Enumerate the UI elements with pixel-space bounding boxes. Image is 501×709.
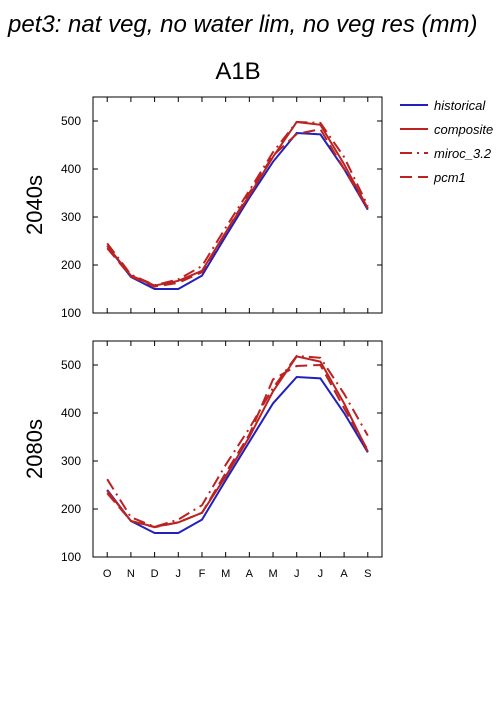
y-tick-label: 200 — [61, 502, 81, 516]
x-tick-label: J — [176, 568, 182, 580]
x-tick-label: A — [246, 568, 254, 580]
series-line-miroc-3-2 — [106, 120, 369, 287]
series-line-historical — [106, 375, 369, 534]
main-title: pet3: nat veg, no water lim, no veg res … — [7, 11, 478, 38]
legend-label: pcm1 — [433, 170, 466, 185]
y-tick-label: 400 — [61, 406, 81, 420]
y-tick-label: 300 — [61, 210, 81, 224]
y-tick-label: 400 — [61, 162, 81, 176]
plot-frame — [92, 96, 383, 314]
y-tick-label: 100 — [61, 306, 81, 320]
panel-label: 2080s — [22, 419, 47, 479]
y-tick-label: 200 — [61, 258, 81, 272]
series-line-pcm1 — [106, 363, 369, 529]
panel-2040s: 100 200 300 400 500 2040s — [22, 96, 383, 320]
x-tick-label: O — [103, 568, 112, 580]
series-line-historical — [106, 131, 369, 290]
legend-label: miroc_3.2 — [434, 146, 492, 161]
legend: historical composite miroc_3.2 pcm1 — [400, 98, 493, 185]
y-tick-label: 500 — [61, 114, 81, 128]
y-tick-label: 500 — [61, 358, 81, 372]
x-tick-label: S — [364, 568, 371, 580]
x-tick-label: F — [199, 568, 206, 580]
scenario-title: A1B — [215, 58, 260, 85]
y-tick-label: 300 — [61, 454, 81, 468]
x-tick-label: A — [340, 568, 348, 580]
panel-2080s: 100 200 300 400 500 O N D J F M A M J J A S 2080s — [22, 340, 383, 580]
plot-frame — [92, 340, 383, 558]
x-tick-label: J — [318, 568, 324, 580]
series-line-pcm1 — [106, 128, 369, 288]
x-tick-label: D — [151, 568, 159, 580]
x-tick-label: M — [268, 568, 277, 580]
y-tick-label: 100 — [61, 550, 81, 564]
x-tick-label: M — [221, 568, 230, 580]
x-tick-label: N — [127, 568, 135, 580]
x-tick-label: J — [294, 568, 300, 580]
legend-label: composite — [434, 122, 493, 137]
panel-label: 2040s — [22, 175, 47, 235]
legend-label: historical — [434, 98, 486, 113]
